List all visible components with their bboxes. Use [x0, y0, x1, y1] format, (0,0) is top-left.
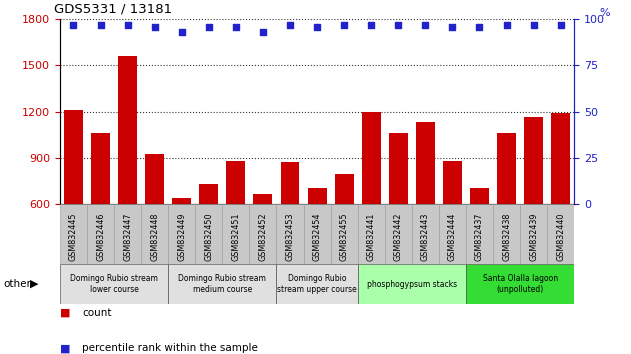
Point — [122, 22, 133, 28]
Bar — [222, 204, 249, 264]
Point — [529, 22, 539, 28]
Point — [366, 22, 376, 28]
Text: ■: ■ — [60, 343, 71, 353]
Bar — [412, 204, 439, 264]
Bar — [199, 184, 218, 296]
Bar — [304, 204, 331, 264]
Bar — [145, 154, 164, 296]
Bar — [470, 188, 489, 296]
Text: GSM832444: GSM832444 — [448, 212, 457, 261]
Bar — [276, 204, 304, 264]
Point — [420, 22, 430, 28]
Point — [285, 22, 295, 28]
Text: phosphogypsum stacks: phosphogypsum stacks — [367, 280, 457, 289]
Bar — [416, 122, 435, 296]
Text: GSM832455: GSM832455 — [339, 212, 349, 261]
Text: Santa Olalla lagoon
(unpolluted): Santa Olalla lagoon (unpolluted) — [483, 274, 558, 294]
Point — [502, 22, 512, 28]
Bar — [141, 204, 168, 264]
Bar — [362, 112, 380, 296]
Bar — [168, 264, 276, 304]
Text: GSM832441: GSM832441 — [367, 212, 375, 261]
Bar — [334, 175, 353, 296]
Bar — [91, 133, 110, 296]
Bar — [358, 204, 385, 264]
Bar — [524, 117, 543, 296]
Text: count: count — [82, 308, 112, 318]
Bar — [195, 204, 222, 264]
Bar — [385, 204, 412, 264]
Bar — [497, 133, 516, 296]
Bar — [60, 204, 87, 264]
Text: GSM832454: GSM832454 — [312, 212, 322, 261]
Text: GSM832445: GSM832445 — [69, 212, 78, 261]
Point — [312, 24, 322, 30]
Text: GSM832438: GSM832438 — [502, 212, 511, 261]
Point — [339, 22, 349, 28]
Text: GSM832437: GSM832437 — [475, 212, 484, 261]
Bar — [466, 264, 574, 304]
Bar — [227, 161, 245, 296]
Point — [68, 22, 78, 28]
Text: GSM832440: GSM832440 — [556, 212, 565, 261]
Text: GSM832449: GSM832449 — [177, 212, 186, 261]
Text: GSM832443: GSM832443 — [421, 212, 430, 261]
Text: ▶: ▶ — [30, 279, 38, 289]
Bar — [168, 204, 195, 264]
Bar — [114, 204, 141, 264]
Bar — [389, 133, 408, 296]
Text: GSM832447: GSM832447 — [123, 212, 132, 261]
Point — [95, 22, 105, 28]
Bar — [493, 204, 520, 264]
Point — [150, 24, 160, 30]
Point — [177, 29, 187, 35]
Point — [204, 24, 214, 30]
Text: GSM832439: GSM832439 — [529, 212, 538, 261]
Point — [393, 22, 403, 28]
Bar — [307, 188, 327, 296]
Text: Domingo Rubio
stream upper course: Domingo Rubio stream upper course — [277, 274, 357, 294]
Text: GDS5331 / 13181: GDS5331 / 13181 — [54, 3, 172, 16]
Point — [231, 24, 241, 30]
Bar — [249, 204, 276, 264]
Text: GSM832450: GSM832450 — [204, 212, 213, 261]
Text: percentile rank within the sample: percentile rank within the sample — [82, 343, 258, 353]
Bar — [443, 161, 462, 296]
Point — [475, 24, 485, 30]
Bar — [439, 204, 466, 264]
Point — [258, 29, 268, 35]
Text: ■: ■ — [60, 308, 71, 318]
Bar — [254, 194, 273, 296]
Bar — [358, 264, 466, 304]
Bar — [172, 198, 191, 296]
Bar — [520, 204, 547, 264]
Bar — [331, 204, 358, 264]
Bar — [547, 204, 574, 264]
Text: GSM832451: GSM832451 — [232, 212, 240, 261]
Text: Domingo Rubio stream
medium course: Domingo Rubio stream medium course — [179, 274, 266, 294]
Bar — [281, 162, 300, 296]
Bar — [60, 264, 168, 304]
Text: GSM832453: GSM832453 — [285, 212, 295, 261]
Text: GSM832448: GSM832448 — [150, 212, 159, 261]
Y-axis label: %: % — [599, 8, 610, 18]
Text: other: other — [3, 279, 31, 289]
Bar — [87, 204, 114, 264]
Bar — [466, 204, 493, 264]
Bar — [276, 264, 358, 304]
Bar — [118, 56, 137, 296]
Point — [447, 24, 457, 30]
Point — [556, 22, 566, 28]
Bar — [551, 113, 570, 296]
Text: GSM832442: GSM832442 — [394, 212, 403, 261]
Bar — [64, 110, 83, 296]
Text: Domingo Rubio stream
lower course: Domingo Rubio stream lower course — [70, 274, 158, 294]
Text: GSM832446: GSM832446 — [96, 212, 105, 261]
Text: GSM832452: GSM832452 — [259, 212, 268, 261]
